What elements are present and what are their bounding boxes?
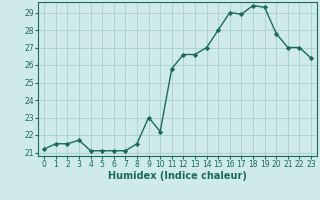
X-axis label: Humidex (Indice chaleur): Humidex (Indice chaleur) bbox=[108, 171, 247, 181]
